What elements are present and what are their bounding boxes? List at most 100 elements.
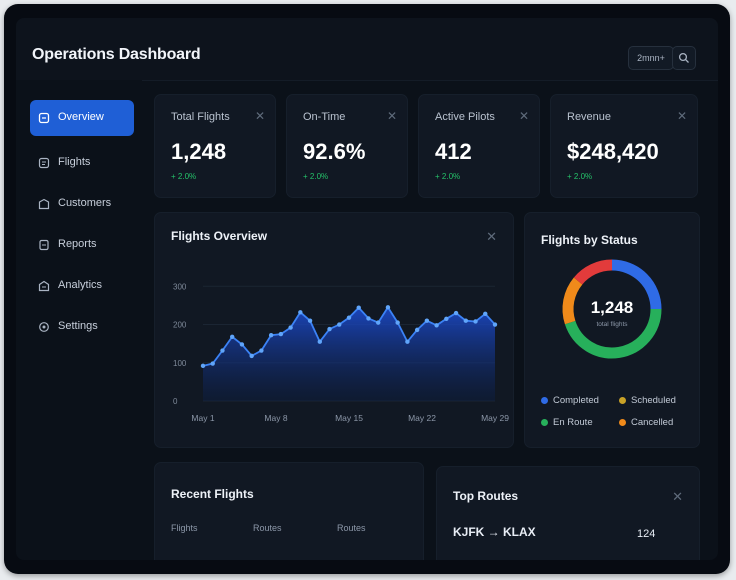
data-point[interactable]: [307, 318, 313, 323]
stat-value: 1,248: [171, 139, 227, 164]
legend-item-completed: Completed: [541, 395, 599, 406]
sidebar-item-label: Overview: [58, 111, 104, 123]
y-tick-label: 0: [173, 397, 178, 406]
donut-segment[interactable]: [564, 308, 662, 359]
panel-title: Recent Flights: [171, 487, 254, 501]
overview-icon: [38, 112, 50, 124]
stat-value: 92.6%: [303, 139, 366, 164]
y-tick-label: 200: [173, 321, 187, 330]
sidebar-item-reports[interactable]: Reports: [30, 227, 134, 263]
data-point[interactable]: [249, 353, 254, 359]
x-tick-label: May 15: [335, 413, 363, 423]
search-button[interactable]: [672, 46, 696, 70]
reports-icon: [39, 239, 49, 251]
data-point[interactable]: [317, 339, 322, 344]
data-point[interactable]: [278, 331, 284, 337]
legend-dot: [619, 418, 626, 426]
close-icon[interactable]: ✕: [486, 229, 497, 244]
x-tick-label: May 1: [191, 413, 214, 423]
close-icon[interactable]: ✕: [672, 489, 683, 504]
y-tick-label: 100: [173, 359, 187, 368]
data-point[interactable]: [259, 348, 264, 353]
stat-label: Active Pilots: [435, 111, 495, 123]
data-point[interactable]: [239, 342, 245, 347]
close-icon[interactable]: ✕: [518, 109, 529, 123]
x-tick-label: May 8: [264, 413, 287, 423]
top-bar: Operations Dashboard 2mnn+: [16, 18, 718, 81]
stat-card-active-pilots[interactable]: Active Pilots ✕ 412 + 2.0%: [418, 94, 540, 198]
donut-segment[interactable]: [573, 259, 613, 285]
stat-change: + 2.0%: [171, 172, 197, 181]
data-point[interactable]: [366, 316, 371, 321]
data-point[interactable]: [356, 305, 361, 310]
column-header: Routes: [253, 523, 282, 533]
sidebar-item-overview[interactable]: Overview: [30, 100, 134, 136]
page-title: Operations Dashboard: [32, 46, 201, 63]
data-point[interactable]: [444, 316, 449, 321]
data-point[interactable]: [414, 327, 420, 333]
x-tick-label: May 22: [408, 413, 436, 423]
data-point[interactable]: [492, 322, 498, 327]
data-point[interactable]: [288, 325, 293, 330]
stat-change: + 2.0%: [303, 172, 329, 181]
data-point[interactable]: [220, 348, 225, 353]
data-point[interactable]: [434, 323, 439, 328]
stat-change: + 2.0%: [435, 172, 461, 181]
legend-item-cancelled: Cancelled: [619, 417, 673, 428]
legend-label: Scheduled: [631, 395, 676, 406]
data-point[interactable]: [463, 318, 468, 323]
data-point[interactable]: [268, 333, 274, 338]
customers-icon: [38, 198, 50, 210]
data-point[interactable]: [298, 310, 303, 315]
data-point[interactable]: [405, 339, 410, 344]
data-point[interactable]: [376, 320, 381, 325]
stat-label: On-Time: [303, 111, 346, 123]
top-routes-panel: Top Routes ✕ KJFK → KLAX 124: [436, 466, 700, 560]
data-point[interactable]: [200, 363, 206, 369]
stat-card-revenue[interactable]: Revenue ✕ $248,420 + 2.0%: [550, 94, 698, 198]
flights-icon: [38, 157, 50, 169]
column-header: Routes: [337, 523, 366, 533]
stat-card-on-time[interactable]: On-Time ✕ 92.6% + 2.0%: [286, 94, 408, 198]
data-point[interactable]: [230, 334, 235, 339]
user-menu-button[interactable]: 2mnn+: [628, 46, 674, 70]
sidebar-item-label: Flights: [58, 156, 91, 168]
donut-caption: total flights: [596, 321, 628, 328]
sidebar: Overview Flights Customers Reports Analy…: [16, 80, 142, 560]
stat-value: $248,420: [567, 139, 659, 164]
data-point[interactable]: [346, 315, 352, 320]
data-point[interactable]: [483, 311, 488, 317]
legend-dot: [619, 396, 626, 404]
data-point[interactable]: [385, 305, 391, 310]
data-point[interactable]: [210, 361, 215, 366]
sidebar-item-customers[interactable]: Customers: [30, 186, 134, 222]
donut-segment[interactable]: [562, 277, 583, 325]
data-point[interactable]: [453, 310, 459, 316]
data-point[interactable]: [395, 320, 400, 325]
column-header: Flights: [171, 523, 198, 533]
sidebar-item-settings[interactable]: Settings: [30, 309, 134, 345]
stat-change: + 2.0%: [567, 172, 593, 181]
data-point[interactable]: [327, 326, 332, 332]
area-fill: [203, 307, 495, 401]
route-count: 124: [637, 528, 656, 540]
legend-label: En Route: [553, 417, 593, 428]
legend-label: Cancelled: [631, 417, 674, 428]
sidebar-item-flights[interactable]: Flights: [30, 145, 134, 181]
analytics-icon: [38, 280, 50, 292]
data-point[interactable]: [424, 318, 430, 323]
x-tick-label: May 29: [481, 413, 509, 423]
flights-area-chart: 300 200 100 0 May 1 May 8 May 15 May 22 May 29: [173, 282, 509, 423]
sidebar-item-label: Settings: [58, 320, 98, 332]
close-icon[interactable]: ✕: [386, 109, 397, 123]
stat-card-total-flights[interactable]: Total Flights ✕ 1,248 + 2.0%: [154, 94, 276, 198]
data-point[interactable]: [337, 322, 342, 327]
panel-title: Flights by Status: [541, 233, 638, 247]
close-icon[interactable]: ✕: [676, 109, 687, 123]
close-icon[interactable]: ✕: [254, 109, 265, 123]
donut-segment[interactable]: [611, 259, 662, 310]
data-point[interactable]: [473, 319, 478, 324]
panel-title: Top Routes: [453, 489, 519, 503]
sidebar-item-analytics[interactable]: Analytics: [30, 268, 134, 304]
legend-label: Completed: [553, 395, 599, 406]
